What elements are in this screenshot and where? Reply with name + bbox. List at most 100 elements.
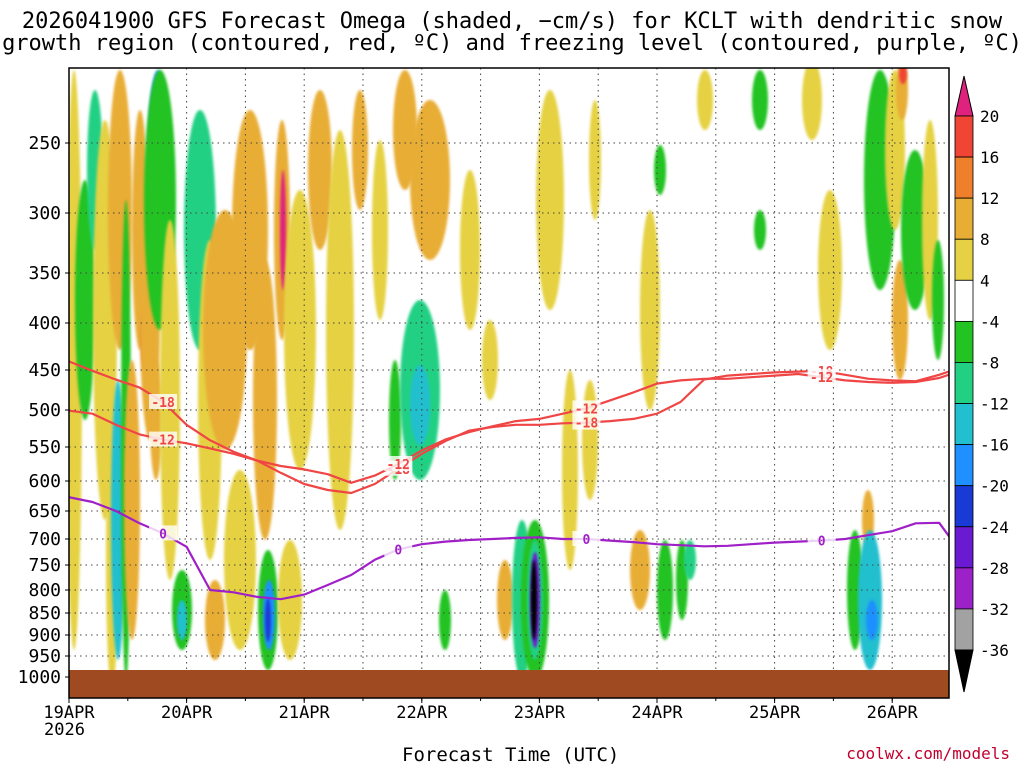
omega-region-55 <box>640 210 660 410</box>
x-tick-label-20APR: 20APR <box>161 703 213 723</box>
colorbar-label--24: -24 <box>980 518 1009 537</box>
omega-region-64 <box>818 190 842 350</box>
y-tick-label-400: 400 <box>28 313 61 334</box>
y-tick-label-550: 550 <box>28 437 61 458</box>
colorbar-box-6 <box>954 362 974 404</box>
colorbar-label-16: 16 <box>980 148 999 167</box>
colorbar-box-3 <box>954 238 974 281</box>
isotherm-label--12: -12 <box>810 371 833 386</box>
omega-region-39 <box>410 365 430 445</box>
chart-title-line-1: 2026041900 GFS Forecast Omega (shaded, −… <box>21 9 1003 34</box>
y-tick-label-500: 500 <box>28 400 61 421</box>
omega-region-62 <box>754 210 766 250</box>
plot-frame <box>68 67 950 699</box>
isotherm-label-0: 0 <box>159 527 167 542</box>
isotherm-label--18: -18 <box>151 396 175 411</box>
isotherm-label-bg <box>149 431 178 447</box>
omega-region-54 <box>630 530 650 610</box>
y-tick-label-650: 650 <box>28 501 61 522</box>
y-tick-label-600: 600 <box>28 471 61 492</box>
omega-region-24 <box>253 260 277 540</box>
omega-region-73 <box>899 68 907 84</box>
colorbar-label-8: 8 <box>980 230 990 249</box>
chart-title-line-2: growth region (contoured, red, ºC) and f… <box>2 31 1022 56</box>
isotherm-label--18: -18 <box>575 417 599 432</box>
colorbar-label-4: 4 <box>980 271 990 290</box>
omega-region-53 <box>589 100 601 220</box>
omega-region-42 <box>460 170 480 330</box>
omega-region-61 <box>752 70 768 130</box>
isotherm-label-bg <box>807 532 836 548</box>
y-tick-label-900: 900 <box>28 625 61 646</box>
omega-shading-layer <box>69 68 944 690</box>
omega-region-20 <box>205 580 225 660</box>
omega-region-63 <box>802 68 822 140</box>
y-tick-label-1000: 1000 <box>18 667 61 688</box>
colorbar-legend: 20 16 12 8 4 -4 -8 -12 -16 -20 -24 -28 -32 -36 <box>954 75 1009 693</box>
surface-ground <box>69 670 949 698</box>
omega-region-57 <box>657 540 673 640</box>
isotherm-label-bg <box>384 541 413 557</box>
omega-region-22 <box>224 470 256 650</box>
colorbar-box-2 <box>954 197 974 240</box>
omega-region-74 <box>901 150 929 310</box>
omega-region-8 <box>124 360 140 640</box>
colorbar-label-12: 12 <box>980 189 999 208</box>
colorbar-label--36: -36 <box>980 641 1009 660</box>
isotherm-label-bg <box>572 400 601 416</box>
omega-region-43 <box>482 320 498 400</box>
omega-region-27 <box>265 598 271 642</box>
colorbar-box-12 <box>954 608 974 651</box>
colorbar-label--32: -32 <box>980 600 1009 619</box>
y-tick-label-350: 350 <box>28 263 61 284</box>
colorbar-box-4 <box>954 279 974 322</box>
y-tick-label-750: 750 <box>28 555 61 576</box>
colorbar-label--12: -12 <box>980 395 1009 414</box>
isotherm-label-bg <box>149 394 178 409</box>
y-tick-label-700: 700 <box>28 529 61 550</box>
isotherm-label--12: -12 <box>387 458 410 473</box>
x-axis-start-year: 2026 <box>44 720 85 740</box>
gridlines <box>69 68 949 698</box>
omega-region-52 <box>582 380 598 500</box>
omega-region-60 <box>697 70 713 130</box>
omega-region-14 <box>150 360 162 480</box>
colorbar-bottom-triangle <box>954 649 974 693</box>
x-tick-label-26APR: 26APR <box>867 703 919 723</box>
omega-region-33 <box>326 130 354 530</box>
colorbar-top-triangle <box>954 75 974 117</box>
y-tick-label-250: 250 <box>28 133 61 154</box>
isotherm-label-0: 0 <box>394 543 402 558</box>
isotherm-label-bg <box>384 456 413 471</box>
x-axis-label: Forecast Time (UTC) <box>402 744 620 766</box>
y-tick-label-800: 800 <box>28 580 61 601</box>
isotherm-label-bg <box>572 531 601 546</box>
x-tick-label-22APR: 22APR <box>396 703 448 723</box>
colorbar-label--20: -20 <box>980 477 1009 496</box>
isotherm-label-0: 0 <box>583 533 591 548</box>
colorbar-box-0 <box>954 115 974 158</box>
colorbar-box-10 <box>954 526 974 569</box>
omega-region-67 <box>858 530 882 670</box>
isotherm-label-bg <box>149 525 178 541</box>
omega-region-1 <box>75 180 95 420</box>
omega-region-50 <box>536 90 564 310</box>
colorbar-box-11 <box>954 567 974 610</box>
y-tick-label-450: 450 <box>28 360 61 381</box>
x-tick-label-24APR: 24APR <box>631 703 683 723</box>
omega-region-36 <box>389 360 401 480</box>
omega-region-35 <box>372 140 388 320</box>
credit-link[interactable]: coolwx.com/models <box>846 744 1010 763</box>
omega-region-29 <box>280 170 286 290</box>
omega-region-76 <box>932 240 944 360</box>
x-tick-label-23APR: 23APR <box>514 703 566 723</box>
colorbar-label--28: -28 <box>980 559 1009 578</box>
x-tick-label-19APR: 19APR <box>43 703 95 723</box>
omega-region-71 <box>892 260 908 380</box>
colorbar-label-20: 20 <box>980 107 999 126</box>
omega-region-49 <box>531 560 537 640</box>
isotherm-label--12: -12 <box>575 402 598 417</box>
colorbar-box-7 <box>954 403 974 446</box>
